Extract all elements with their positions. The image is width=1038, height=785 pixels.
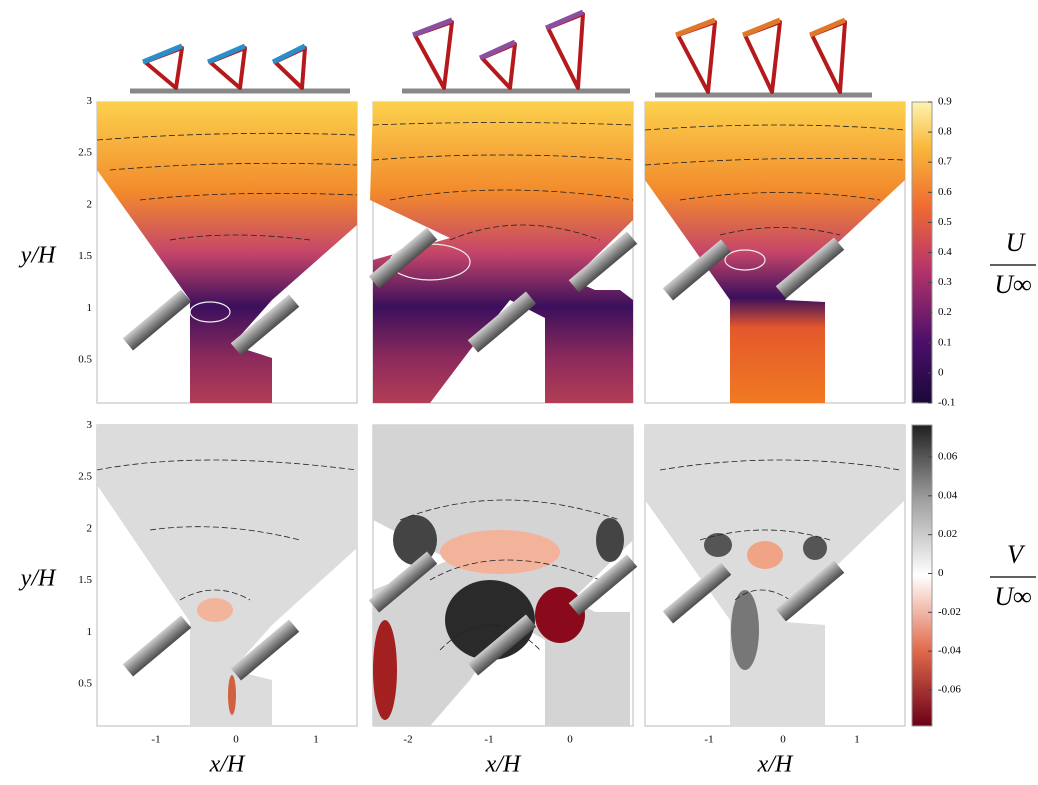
- colorbar-v: [912, 425, 932, 726]
- x-tick-label: 0: [233, 734, 239, 746]
- colorbar-tick-label: 0: [938, 567, 944, 579]
- colorbar-tick-label: 0.6: [938, 186, 952, 198]
- figure: 0.5 1 1.5 2 2.5 3 y/H -0.1 0 0.1 0.2 0.3 0.4 0.5 0.6 0.…: [0, 0, 1038, 780]
- y-tick-label: 0.5: [78, 678, 92, 690]
- colorbar-tick-label: 0.8: [938, 126, 952, 138]
- y-tick-label: 3: [87, 419, 93, 431]
- array-icon: [130, 12, 872, 95]
- y-tick-label: 2.5: [78, 471, 92, 483]
- y-tick-label: 2: [87, 522, 93, 534]
- colorbar-tick-label: 0.02: [938, 528, 957, 540]
- colorbar-tick-label: -0.1: [938, 397, 955, 409]
- colorbar-tick-label: -0.06: [938, 684, 961, 696]
- y-axis-label: y/H: [19, 566, 57, 592]
- y-tick-label: 1.5: [78, 574, 92, 586]
- colorbar-tick-label: 0.4: [938, 246, 952, 258]
- x-tick-label: 0: [567, 734, 573, 746]
- colorbar-tick-label: 0.06: [938, 451, 958, 463]
- colorbar-label-denominator: U∞: [994, 582, 1031, 611]
- y-tick-label: 1.5: [78, 250, 92, 262]
- y-tick-label: 3: [87, 95, 93, 107]
- x-tick-label: -1: [704, 734, 713, 746]
- x-tick-label: 1: [854, 734, 860, 746]
- y-tick-label: 2.5: [78, 147, 92, 159]
- x-tick-label: -2: [403, 734, 412, 746]
- colorbar-label-numerator: V: [1007, 540, 1026, 569]
- x-tick-label: 0: [780, 734, 786, 746]
- colorbar-tick-label: 0.5: [938, 216, 952, 228]
- colorbar-tick-label: 0.3: [938, 276, 952, 288]
- x-tick-label: -1: [151, 734, 160, 746]
- colorbar-tick-label: 0.1: [938, 336, 952, 348]
- colorbar-tick-label: 0.2: [938, 306, 952, 318]
- y-tick-label: 1: [87, 626, 93, 638]
- y-tick-label: 2: [87, 198, 93, 210]
- colorbar-label-numerator: U: [1006, 228, 1027, 257]
- colorbar-tick-label: 0: [938, 366, 944, 378]
- colorbar-tick-label: 0.04: [938, 489, 958, 501]
- y-tick-label: 0.5: [78, 354, 92, 366]
- y-axis-label: y/H: [19, 243, 57, 269]
- x-axis-label: x/H: [757, 752, 794, 778]
- colorbar-tick-label: 0.9: [938, 96, 952, 108]
- x-axis-label: x/H: [485, 752, 522, 778]
- colorbar-tick-label: -0.02: [938, 606, 961, 618]
- x-tick-label: -1: [484, 734, 493, 746]
- colorbar-tick-label: -0.04: [938, 645, 961, 657]
- x-axis-label: x/H: [209, 752, 246, 778]
- y-tick-label: 1: [87, 302, 93, 314]
- colorbar-tick-label: 0.7: [938, 156, 952, 168]
- colorbar-label-denominator: U∞: [994, 270, 1031, 299]
- x-tick-label: 1: [313, 734, 319, 746]
